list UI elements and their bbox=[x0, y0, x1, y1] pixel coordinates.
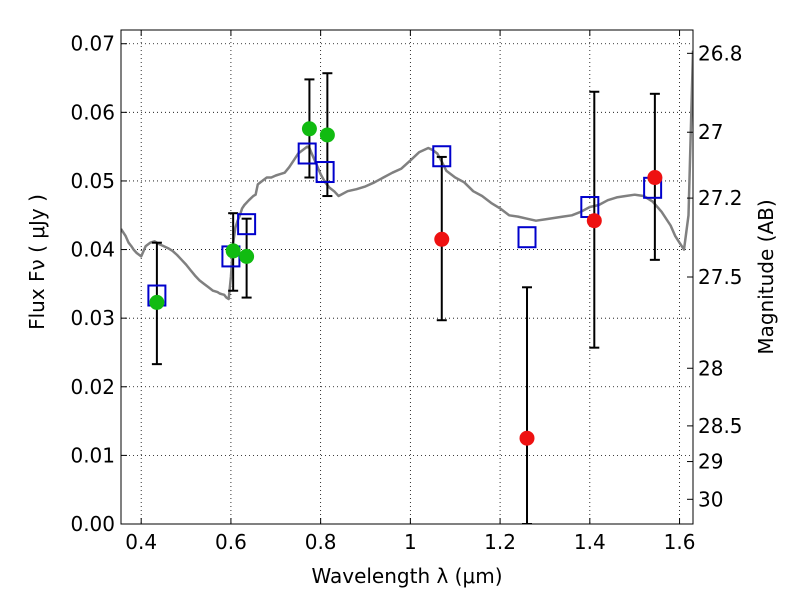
x-tick-label: 1 bbox=[404, 530, 417, 554]
y-tick-label: 0.03 bbox=[70, 306, 115, 330]
y-tick-label: 0.05 bbox=[70, 169, 115, 193]
y2-axis-title: Magnitude (AB) bbox=[754, 199, 778, 354]
plot-background bbox=[121, 30, 693, 524]
x-tick-label: 1.6 bbox=[664, 530, 696, 554]
y-axis-title: Flux Fν ( μJy ) bbox=[25, 194, 49, 330]
red-data-point bbox=[519, 430, 535, 446]
plot-area bbox=[121, 50, 693, 524]
x-tick-label: 0.8 bbox=[305, 530, 337, 554]
green-data-point bbox=[239, 248, 255, 264]
ticks: 0.4 0.6 0.8 1 1.2 1.4 1.6 0.00 0.01 0.02 0.03 0.04 0… bbox=[70, 30, 743, 554]
model-flux-box bbox=[432, 145, 452, 168]
model-flux-box bbox=[297, 142, 317, 165]
y-tick-label: 0.01 bbox=[70, 443, 115, 467]
green-data-point bbox=[319, 127, 335, 143]
red-data-point bbox=[434, 231, 450, 247]
y2-tick-label: 26.8 bbox=[698, 41, 743, 65]
model-flux-box bbox=[517, 226, 537, 249]
y-tick-label: 0.02 bbox=[70, 375, 115, 399]
red-data-point bbox=[647, 170, 663, 186]
x-tick-label: 1.2 bbox=[484, 530, 516, 554]
x-tick-label: 0.6 bbox=[215, 530, 247, 554]
red-data-point bbox=[586, 213, 602, 229]
green-data-point bbox=[225, 243, 241, 259]
y2-tick-label: 27.2 bbox=[698, 186, 743, 210]
y2-tick-label: 29 bbox=[698, 450, 723, 474]
y2-tick-label: 27 bbox=[698, 120, 723, 144]
y-tick-label: 0.04 bbox=[70, 238, 115, 262]
y2-tick-label: 28 bbox=[698, 356, 723, 380]
green-data-point bbox=[301, 121, 317, 137]
y2-tick-label: 30 bbox=[698, 487, 723, 511]
model-flux-box bbox=[237, 213, 257, 236]
model-flux-box bbox=[315, 161, 335, 184]
y-tick-label: 0.06 bbox=[70, 100, 115, 124]
green-data-point bbox=[149, 294, 165, 310]
x-axis-title: Wavelength λ (μm) bbox=[311, 564, 502, 588]
y-tick-label: 0.00 bbox=[70, 512, 115, 536]
grid bbox=[121, 30, 693, 524]
y-tick-label: 0.07 bbox=[70, 32, 115, 56]
y2-tick-label: 27.5 bbox=[698, 265, 743, 289]
x-tick-label: 0.4 bbox=[125, 530, 157, 554]
y2-tick-label: 28.5 bbox=[698, 414, 743, 438]
x-tick-label: 1.4 bbox=[574, 530, 606, 554]
